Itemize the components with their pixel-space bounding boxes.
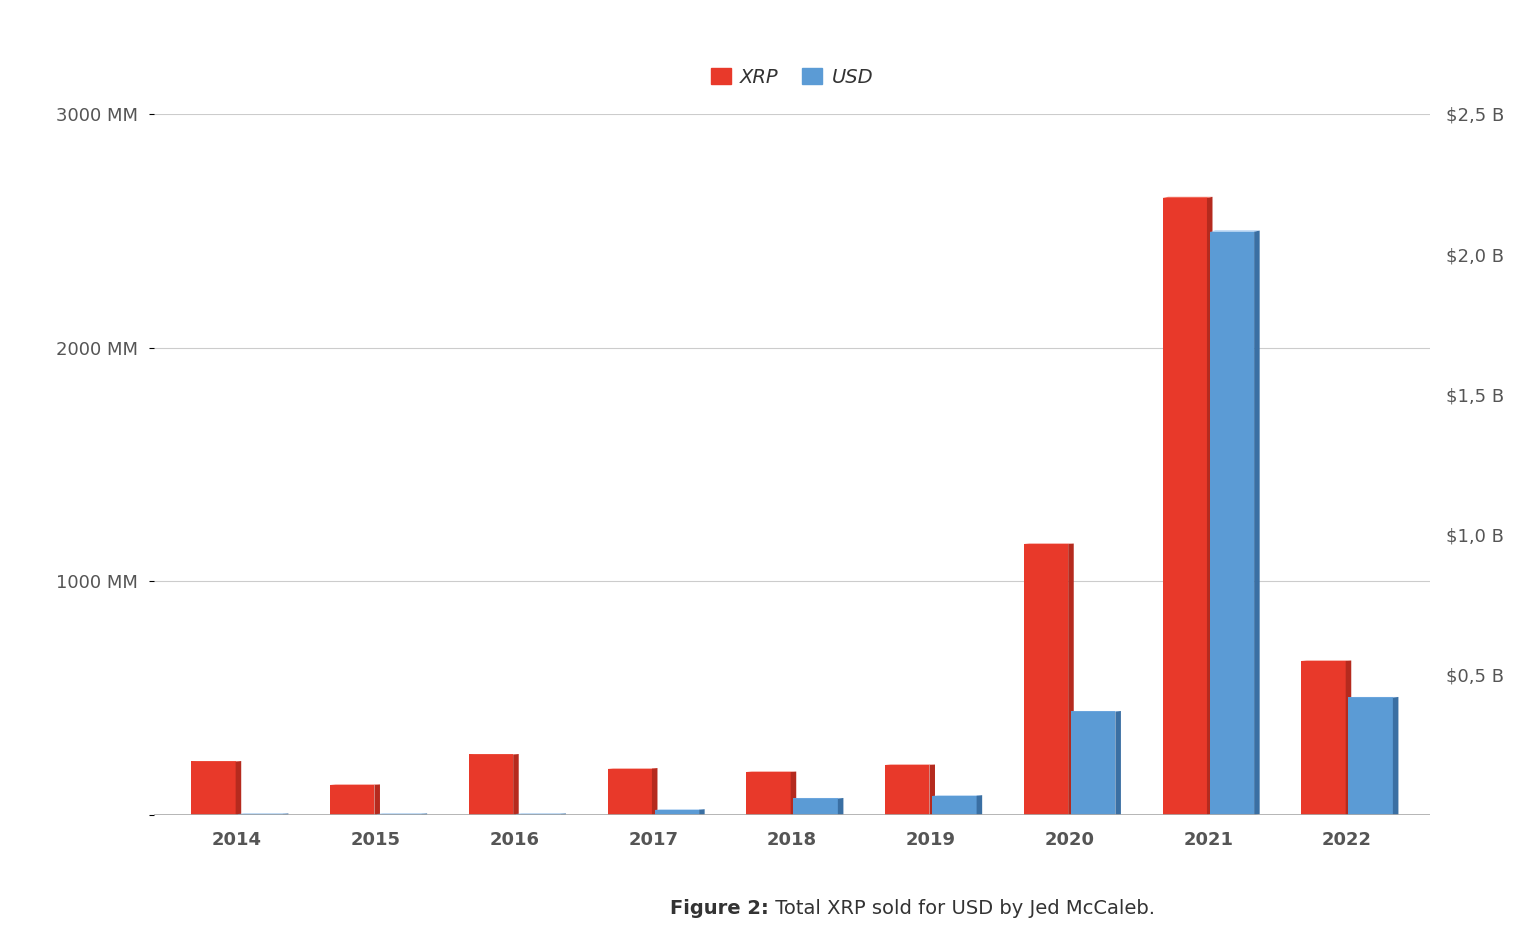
Polygon shape bbox=[929, 764, 935, 815]
Polygon shape bbox=[560, 813, 566, 815]
Polygon shape bbox=[1069, 543, 1074, 815]
FancyBboxPatch shape bbox=[1301, 661, 1346, 815]
FancyBboxPatch shape bbox=[469, 755, 514, 815]
Polygon shape bbox=[1253, 230, 1260, 815]
Polygon shape bbox=[1115, 711, 1121, 815]
Polygon shape bbox=[838, 798, 843, 815]
Polygon shape bbox=[235, 761, 241, 815]
FancyBboxPatch shape bbox=[655, 810, 700, 815]
FancyBboxPatch shape bbox=[794, 798, 838, 815]
Polygon shape bbox=[421, 813, 428, 815]
FancyBboxPatch shape bbox=[1163, 198, 1207, 815]
Polygon shape bbox=[1207, 197, 1212, 815]
Polygon shape bbox=[700, 810, 704, 815]
FancyBboxPatch shape bbox=[932, 795, 977, 815]
FancyBboxPatch shape bbox=[331, 785, 374, 815]
FancyBboxPatch shape bbox=[746, 772, 791, 815]
FancyBboxPatch shape bbox=[377, 814, 421, 815]
Text: Figure 2:: Figure 2: bbox=[671, 899, 769, 918]
Polygon shape bbox=[283, 813, 289, 815]
Polygon shape bbox=[652, 768, 657, 815]
FancyBboxPatch shape bbox=[608, 769, 652, 815]
FancyBboxPatch shape bbox=[1070, 711, 1115, 815]
Polygon shape bbox=[977, 795, 983, 815]
Legend: XRP, USD: XRP, USD bbox=[703, 61, 881, 95]
FancyBboxPatch shape bbox=[884, 765, 929, 815]
FancyBboxPatch shape bbox=[1349, 698, 1393, 815]
Polygon shape bbox=[1210, 230, 1260, 231]
Polygon shape bbox=[1393, 697, 1398, 815]
Polygon shape bbox=[1163, 197, 1212, 198]
FancyBboxPatch shape bbox=[191, 761, 235, 815]
FancyBboxPatch shape bbox=[238, 814, 283, 815]
Polygon shape bbox=[791, 772, 797, 815]
FancyBboxPatch shape bbox=[1024, 544, 1069, 815]
FancyBboxPatch shape bbox=[515, 814, 560, 815]
Polygon shape bbox=[1346, 661, 1352, 815]
Polygon shape bbox=[374, 784, 380, 815]
Polygon shape bbox=[514, 754, 518, 815]
Text: Total XRP sold for USD by Jed McCaleb.: Total XRP sold for USD by Jed McCaleb. bbox=[769, 899, 1155, 918]
FancyBboxPatch shape bbox=[1210, 231, 1253, 815]
